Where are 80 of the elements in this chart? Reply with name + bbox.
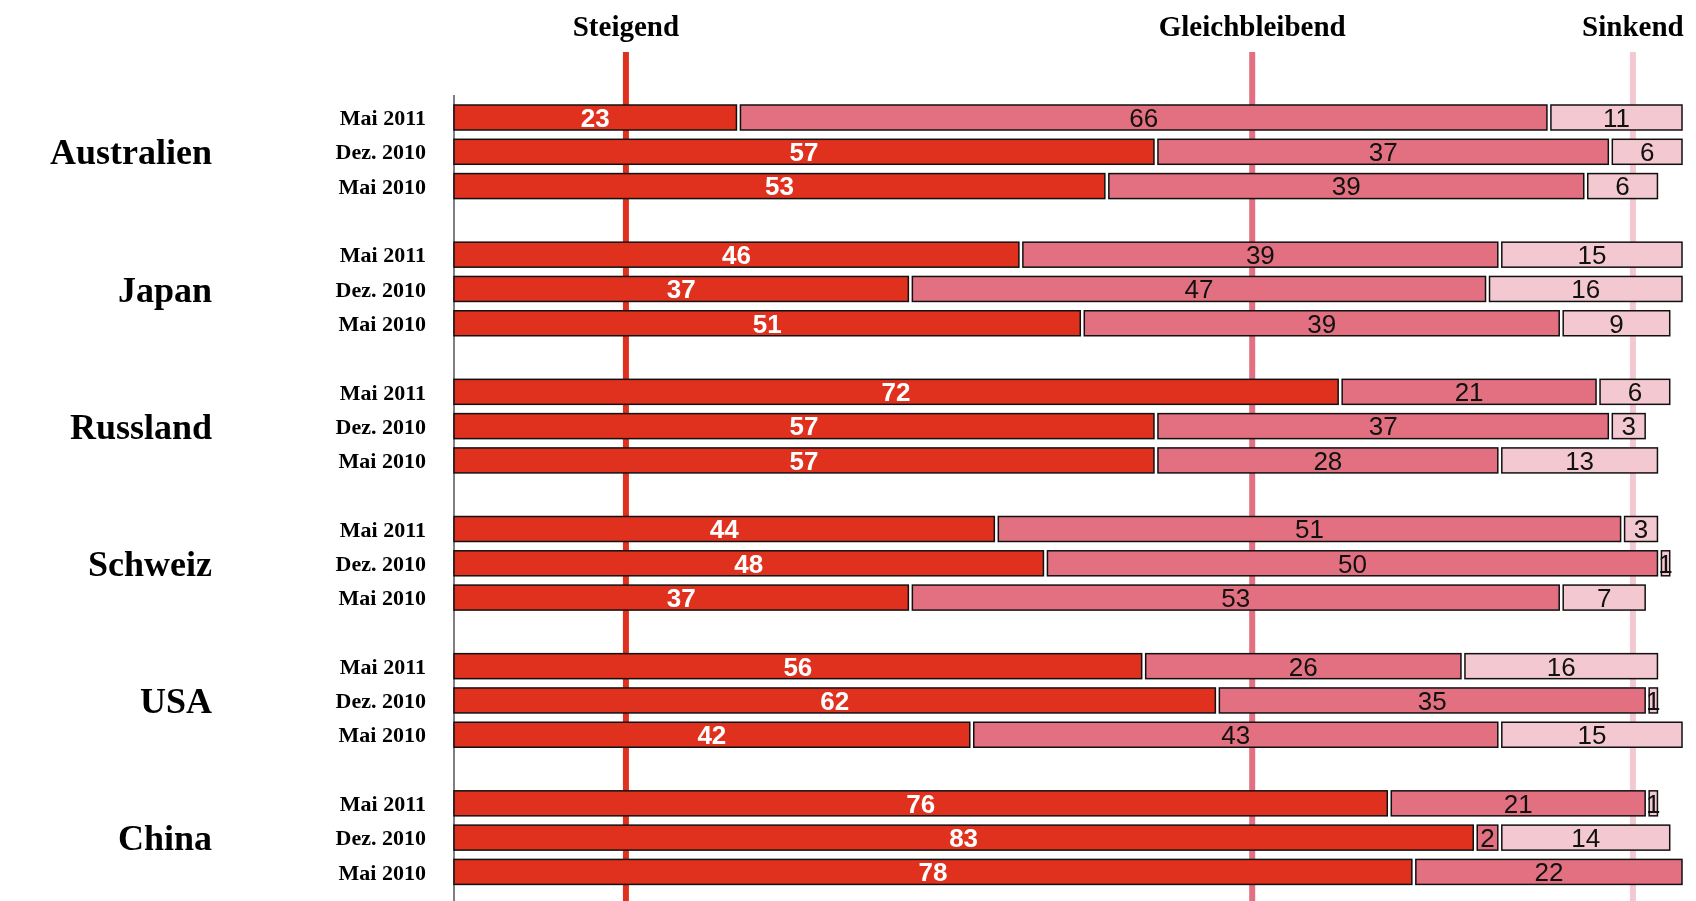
data-label: 28 — [1313, 445, 1343, 476]
data-label: 44 — [709, 514, 740, 545]
data-label: 37 — [1368, 137, 1398, 168]
data-label: 43 — [1221, 720, 1251, 751]
data-label: 39 — [1245, 240, 1275, 271]
data-label: 16 — [1546, 651, 1576, 682]
text: Russland — [69, 406, 212, 447]
data-label: 3 — [1633, 514, 1649, 545]
data-label: 76 — [906, 788, 936, 819]
y-tick-label: Mai 2010 — [338, 173, 426, 199]
data-label: 15 — [1577, 720, 1607, 751]
data-label: 37 — [1368, 411, 1398, 442]
data-label: 13 — [1565, 445, 1595, 476]
data-label: 16 — [1571, 274, 1601, 305]
data-label: 6 — [1615, 171, 1630, 202]
data-label: 6 — [1639, 137, 1655, 168]
data-label: 35 — [1417, 685, 1447, 716]
data-label: 83 — [949, 822, 979, 853]
bar — [1390, 790, 1646, 817]
data-label: 21 — [1503, 788, 1533, 819]
bar — [1415, 858, 1683, 886]
y-tick-label: Mai 2010 — [338, 585, 426, 611]
data-label: 50 — [1337, 548, 1367, 579]
y-tick-label: Mai 2010 — [338, 310, 426, 336]
y-tick-label: Dez. 2010 — [335, 413, 426, 439]
data-label: 53 — [1221, 582, 1251, 613]
y-tick-label: Mai 2010 — [338, 722, 426, 748]
data-label: 26 — [1288, 651, 1318, 682]
y-tick-label: Mai 2011 — [339, 242, 426, 268]
data-label: 9 — [1609, 308, 1624, 339]
y-tick-label: Mai 2011 — [339, 105, 426, 131]
y-tick-label: Dez. 2010 — [335, 688, 426, 714]
data-label: 11 — [1602, 102, 1630, 133]
data-label: 48 — [734, 548, 764, 579]
y-tick-label: Mai 2010 — [338, 448, 426, 474]
ref-line-label: Sinkend — [1582, 10, 1684, 42]
data-label: 39 — [1307, 308, 1337, 339]
data-label: 46 — [721, 240, 751, 271]
data-label: 39 — [1331, 171, 1361, 202]
text: USA — [139, 681, 212, 722]
y-tick-label: Dez. 2010 — [335, 276, 426, 302]
bar — [1341, 378, 1597, 406]
ref-line-label: Steigend — [572, 10, 680, 42]
data-label: 66 — [1129, 102, 1159, 133]
y-tick-label: Mai 2011 — [339, 516, 426, 542]
text: China — [117, 818, 212, 859]
text: Schweiz — [88, 543, 213, 584]
data-label: 15 — [1577, 240, 1607, 271]
y-tick-label: Dez. 2010 — [335, 550, 426, 576]
data-label: 57 — [789, 411, 819, 442]
text: Australien — [50, 132, 212, 173]
y-tick-label: Mai 2011 — [339, 653, 426, 679]
data-label: 47 — [1184, 274, 1214, 305]
data-label: 57 — [789, 137, 819, 168]
y-tick-label: Mai 2011 — [339, 379, 426, 405]
text: Japan — [117, 269, 212, 310]
data-label: 3 — [1621, 411, 1636, 442]
data-label: 78 — [918, 857, 948, 888]
data-label: 37 — [666, 274, 696, 305]
data-label: 72 — [881, 377, 911, 408]
y-tick-label: Mai 2011 — [339, 791, 426, 817]
ref-line-label: Gleichbleibend — [1158, 10, 1346, 42]
data-label: 53 — [764, 171, 794, 202]
data-label: 51 — [752, 308, 782, 339]
data-label: 57 — [789, 445, 819, 476]
data-label: 14 — [1571, 822, 1601, 853]
data-label: 56 — [783, 651, 813, 682]
data-label: 2 — [1480, 822, 1495, 853]
y-tick-label: Dez. 2010 — [335, 139, 426, 165]
data-label: 62 — [820, 685, 850, 716]
data-label: 23 — [580, 102, 610, 133]
data-label: 21 — [1454, 377, 1484, 408]
y-tick-label: Mai 2010 — [338, 859, 426, 885]
data-label: 6 — [1627, 377, 1643, 408]
data-label: 37 — [666, 582, 696, 613]
data-label: 42 — [697, 720, 727, 751]
data-label: 51 — [1295, 514, 1324, 545]
data-label: 7 — [1596, 582, 1612, 613]
y-tick-label: Dez. 2010 — [335, 825, 426, 851]
data-label: 22 — [1534, 857, 1564, 888]
